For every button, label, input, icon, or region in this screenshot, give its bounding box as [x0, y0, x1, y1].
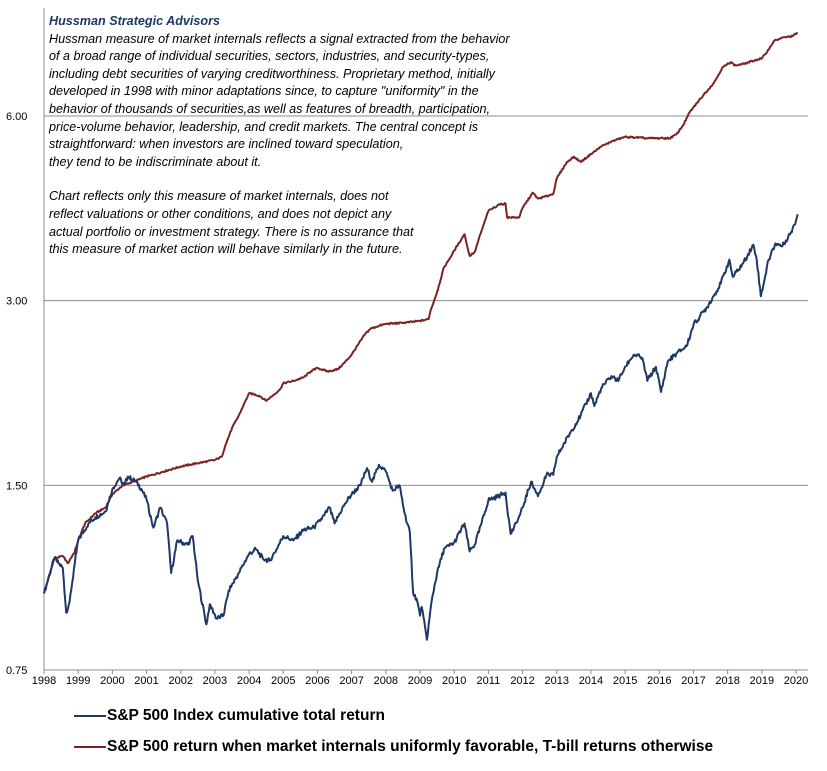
annotation-paragraph-2: Chart reflects only this measure of mark… — [49, 189, 414, 257]
x-tick-label: 2011 — [477, 675, 501, 687]
legend-label-strategy: S&P 500 return when market internals uni… — [107, 738, 714, 755]
x-tick-label: 2004 — [237, 675, 261, 687]
annotation-title: Hussman Strategic Advisors — [49, 14, 221, 28]
x-tick-label: 2006 — [305, 675, 329, 687]
annotation-box: Hussman Strategic Advisors Hussman measu… — [49, 13, 569, 259]
y-tick-label: 1.50 — [6, 480, 27, 492]
legend-item-sp500: S&P 500 Index cumulative total return — [74, 702, 713, 730]
x-tick-label: 2020 — [784, 675, 808, 687]
x-tick-label: 2005 — [271, 675, 295, 687]
legend-item-strategy: S&P 500 return when market internals uni… — [74, 733, 713, 761]
legend-swatch-sp500 — [74, 715, 106, 717]
y-tick-label: 0.75 — [6, 665, 27, 677]
annotation-paragraph-1: Hussman measure of market internals refl… — [49, 31, 510, 169]
x-tick-label: 1998 — [32, 675, 56, 687]
legend-swatch-strategy — [74, 746, 106, 748]
x-tick-label: 2002 — [168, 675, 192, 687]
x-tick-label: 2003 — [203, 675, 227, 687]
legend-label-sp500: S&P 500 Index cumulative total return — [107, 707, 385, 724]
x-tick-label: 2015 — [613, 675, 637, 687]
x-tick-label: 2010 — [442, 675, 466, 687]
y-tick-label: 3.00 — [6, 296, 27, 308]
series-lines — [43, 31, 799, 641]
series-line-sp500 — [43, 213, 799, 641]
x-tick-label: 2018 — [715, 675, 739, 687]
x-tick-label: 2009 — [408, 675, 432, 687]
x-tick-label: 2008 — [374, 675, 398, 687]
legend: S&P 500 Index cumulative total return S&… — [74, 702, 713, 764]
x-tick-label: 2014 — [579, 675, 603, 687]
y-tick-label: 6.00 — [6, 111, 27, 123]
x-tick-label: 2007 — [339, 675, 363, 687]
x-tick-label: 2000 — [100, 675, 124, 687]
series-line-strategy — [43, 31, 798, 594]
axes: 0.75 1.50 3.00 6.00 1998 1999 2000 2001 2002 2003… — [6, 8, 808, 687]
x-tick-label: 1999 — [66, 675, 90, 687]
x-tick-label: 2013 — [545, 675, 569, 687]
x-tick-label: 2017 — [681, 675, 705, 687]
x-tick-label: 2019 — [750, 675, 774, 687]
gridlines — [44, 115, 808, 486]
x-tick-label: 2016 — [647, 675, 671, 687]
x-tick-label: 2001 — [134, 675, 158, 687]
x-tick-label: 2012 — [510, 675, 534, 687]
